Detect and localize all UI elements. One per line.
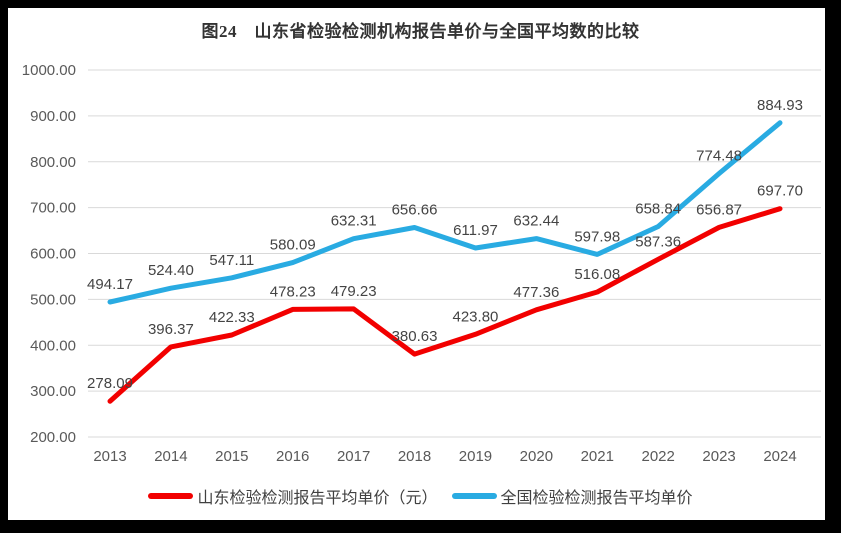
data-label-shandong: 477.36 bbox=[513, 284, 559, 301]
x-axis-tick-label: 2021 bbox=[581, 448, 614, 465]
data-label-shandong: 478.23 bbox=[270, 283, 316, 300]
x-axis-tick-label: 2022 bbox=[641, 448, 674, 465]
x-axis-tick-label: 2019 bbox=[459, 448, 492, 465]
data-label-national: 774.48 bbox=[696, 147, 742, 164]
x-axis-tick-label: 2013 bbox=[93, 448, 126, 465]
data-label-national: 597.98 bbox=[574, 228, 620, 245]
data-label-national: 884.93 bbox=[757, 97, 803, 114]
y-axis-tick-label: 400.00 bbox=[30, 337, 76, 354]
data-label-national: 632.31 bbox=[331, 213, 377, 230]
data-label-shandong: 278.09 bbox=[87, 375, 133, 392]
data-label-shandong: 423.80 bbox=[453, 308, 499, 325]
x-axis-tick-label: 2015 bbox=[215, 448, 248, 465]
y-axis-tick-label: 200.00 bbox=[30, 429, 76, 446]
data-label-shandong: 396.37 bbox=[148, 321, 194, 338]
data-label-national: 658.84 bbox=[635, 201, 681, 218]
data-label-shandong: 422.33 bbox=[209, 309, 255, 326]
data-label-shandong: 587.36 bbox=[635, 233, 681, 250]
y-axis-tick-label: 900.00 bbox=[30, 108, 76, 125]
x-axis-tick-label: 2020 bbox=[520, 448, 553, 465]
x-axis-tick-label: 2014 bbox=[154, 448, 187, 465]
y-axis-tick-label: 700.00 bbox=[30, 200, 76, 217]
data-label-shandong: 656.87 bbox=[696, 201, 742, 218]
data-label-shandong: 380.63 bbox=[392, 328, 438, 345]
y-axis-tick-label: 600.00 bbox=[30, 246, 76, 263]
data-label-shandong: 479.23 bbox=[331, 283, 377, 300]
data-label-shandong: 697.70 bbox=[757, 183, 803, 200]
legend-line-swatch-shandong bbox=[148, 493, 194, 499]
legend-label-national: 全国检验检测报告平均单价 bbox=[500, 490, 693, 507]
y-axis-tick-label: 500.00 bbox=[30, 291, 76, 308]
data-label-national: 611.97 bbox=[453, 222, 498, 239]
chart-legend: 山东检验检测报告平均单价（元） 全国检验检测报告平均单价 bbox=[0, 484, 841, 508]
y-axis-tick-label: 1000.00 bbox=[22, 62, 76, 79]
x-axis-tick-label: 2017 bbox=[337, 448, 370, 465]
legend-item-national: 全国检验检测报告平均单价 bbox=[451, 484, 693, 508]
x-axis-tick-label: 2024 bbox=[763, 448, 796, 465]
y-axis-tick-label: 300.00 bbox=[30, 383, 76, 400]
x-axis-tick-label: 2023 bbox=[702, 448, 735, 465]
data-label-national: 656.66 bbox=[392, 202, 438, 219]
x-axis-tick-label: 2016 bbox=[276, 448, 309, 465]
data-label-national: 524.40 bbox=[148, 262, 194, 279]
legend-item-shandong: 山东检验检测报告平均单价（元） bbox=[148, 484, 438, 508]
legend-label-shandong: 山东检验检测报告平均单价（元） bbox=[197, 490, 438, 507]
chart-title: 图24 山东省检验检测机构报告单价与全国平均数的比较 bbox=[201, 22, 640, 41]
series-line-shandong bbox=[107, 206, 783, 404]
chart-canvas bbox=[8, 8, 825, 520]
legend-line-swatch-national bbox=[451, 493, 497, 499]
data-label-national: 580.09 bbox=[270, 237, 316, 254]
x-axis-tick-label: 2018 bbox=[398, 448, 431, 465]
y-axis-tick-label: 800.00 bbox=[30, 154, 76, 171]
data-label-national: 547.11 bbox=[209, 252, 254, 269]
data-label-national: 494.17 bbox=[87, 276, 133, 293]
data-label-shandong: 516.08 bbox=[574, 266, 620, 283]
series-line-national bbox=[107, 120, 783, 305]
data-label-national: 632.44 bbox=[513, 213, 559, 230]
